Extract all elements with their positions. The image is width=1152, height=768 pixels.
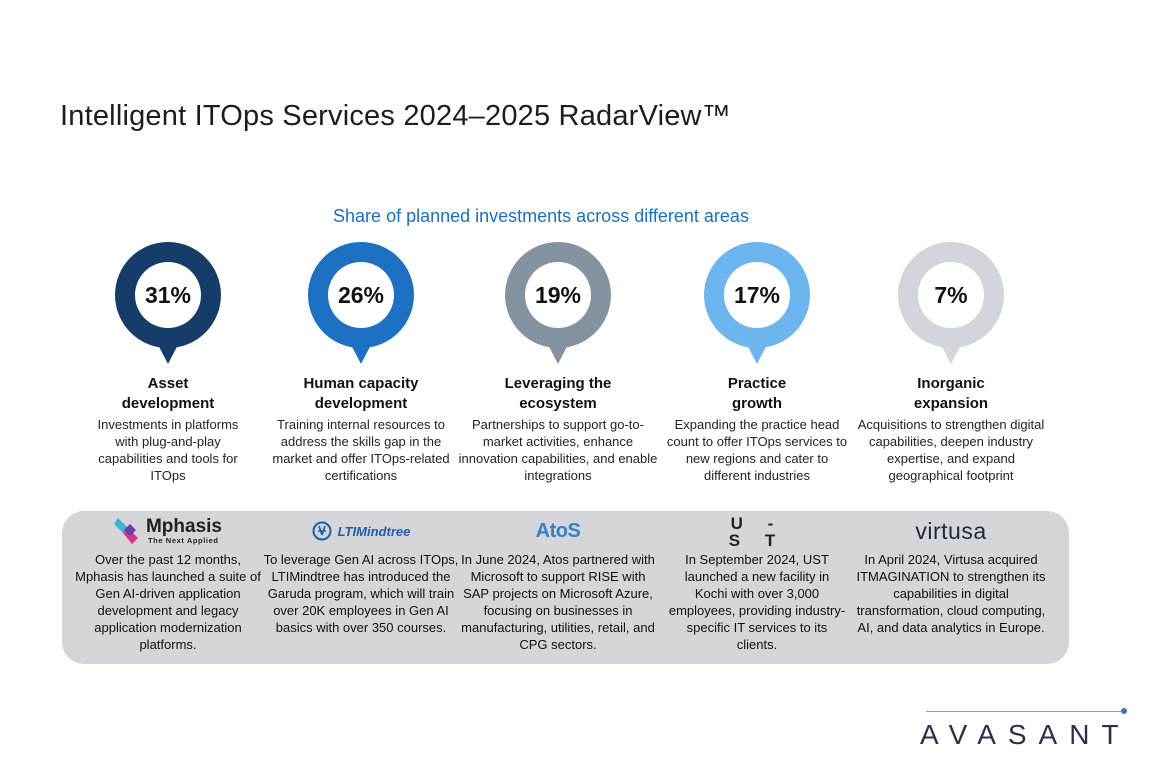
area-human-capacity-development: 26% Human capacity development Training … <box>261 240 461 484</box>
area-practice-growth: 17% Practice growth Expanding the practi… <box>657 240 857 484</box>
area-title: Asset development <box>121 375 215 412</box>
area-description: Training internal resources to address t… <box>272 417 450 483</box>
percent-pin: 19% <box>503 240 613 368</box>
ust-name-bottom: S T <box>728 531 786 550</box>
company-highlights-panel <box>62 511 1069 664</box>
ust-text: In September 2024, UST launched a new fa… <box>668 552 846 652</box>
company-virtusa: virtusa In April 2024, Virtusa acquired … <box>851 513 1051 636</box>
location-pin-icon <box>898 242 1004 364</box>
percent-pin: 26% <box>306 240 416 368</box>
percent-pin: 31% <box>113 240 223 368</box>
ust-name-top: U - <box>730 514 784 533</box>
area-asset-development: 31% Asset development Investments in pla… <box>68 240 268 484</box>
company-mphasis: Mphasis The Next Applied Over the past 1… <box>68 513 268 653</box>
area-title: Human capacity development <box>303 375 419 412</box>
virtusa-name: virtusa <box>915 517 987 544</box>
percent-value: 19% <box>534 282 582 308</box>
area-description: Partnerships to support go-to-market act… <box>458 417 658 483</box>
brand-dot-icon <box>1121 708 1127 714</box>
percent-pin: 7% <box>896 240 1006 368</box>
mphasis-logo: Mphasis The Next Applied <box>68 513 268 549</box>
ltimindtree-name: LTIMindtree <box>337 523 411 539</box>
atos-text: In June 2024, Atos partnered with Micros… <box>461 552 655 652</box>
mphasis-tagline: The Next Applied <box>147 535 219 545</box>
brand-line <box>926 711 1122 712</box>
ltimindtree-mark-icon <box>312 521 332 541</box>
brand-logo: AVASANT <box>920 719 1131 750</box>
ltimindtree-text: To leverage Gen AI across ITOps, LTIMind… <box>263 552 459 635</box>
area-description: Expanding the practice head count to off… <box>666 417 848 483</box>
virtusa-logo: virtusa <box>851 513 1051 549</box>
ltimindtree-logo: LTIMindtree <box>261 513 461 549</box>
percent-value: 17% <box>733 282 781 308</box>
location-pin-icon <box>308 242 414 364</box>
section-subtitle: Share of planned investments across diff… <box>333 206 749 226</box>
area-description: Acquisitions to strengthen digital capab… <box>857 417 1045 483</box>
mphasis-name: Mphasis <box>145 515 223 537</box>
page-title: Intelligent ITOps Services 2024–2025 Rad… <box>60 100 731 132</box>
virtusa-text: In April 2024, Virtusa acquired ITMAGINA… <box>856 552 1046 635</box>
area-leveraging-ecosystem: 19% Leveraging the ecosystem Partnership… <box>458 240 658 484</box>
area-title: Inorganic expansion <box>913 375 989 412</box>
location-pin-icon <box>505 242 611 364</box>
company-atos: AtoS In June 2024, Atos partnered with M… <box>458 513 658 653</box>
percent-value: 26% <box>337 282 385 308</box>
ust-logo: U - S T <box>657 513 857 549</box>
location-pin-icon <box>704 242 810 364</box>
percent-value: 31% <box>144 282 192 308</box>
area-title: Practice growth <box>727 375 787 412</box>
area-inorganic-expansion: 7% Inorganic expansion Acquisitions to s… <box>851 240 1051 484</box>
percent-value: 7% <box>934 282 968 308</box>
area-description: Investments in platforms with plug-and-p… <box>97 417 239 483</box>
mphasis-text: Over the past 12 months, Mphasis has lau… <box>75 552 261 652</box>
percent-pin: 17% <box>702 240 812 368</box>
company-ltimindtree: LTIMindtree To leverage Gen AI across IT… <box>261 513 461 636</box>
atos-name: AtoS <box>535 519 581 542</box>
mphasis-mark-icon <box>113 518 138 544</box>
area-title: Leveraging the ecosystem <box>504 375 612 412</box>
atos-logo: AtoS <box>458 513 658 549</box>
location-pin-icon <box>115 242 221 364</box>
company-ust: U - S T In September 2024, UST launched … <box>657 513 857 653</box>
